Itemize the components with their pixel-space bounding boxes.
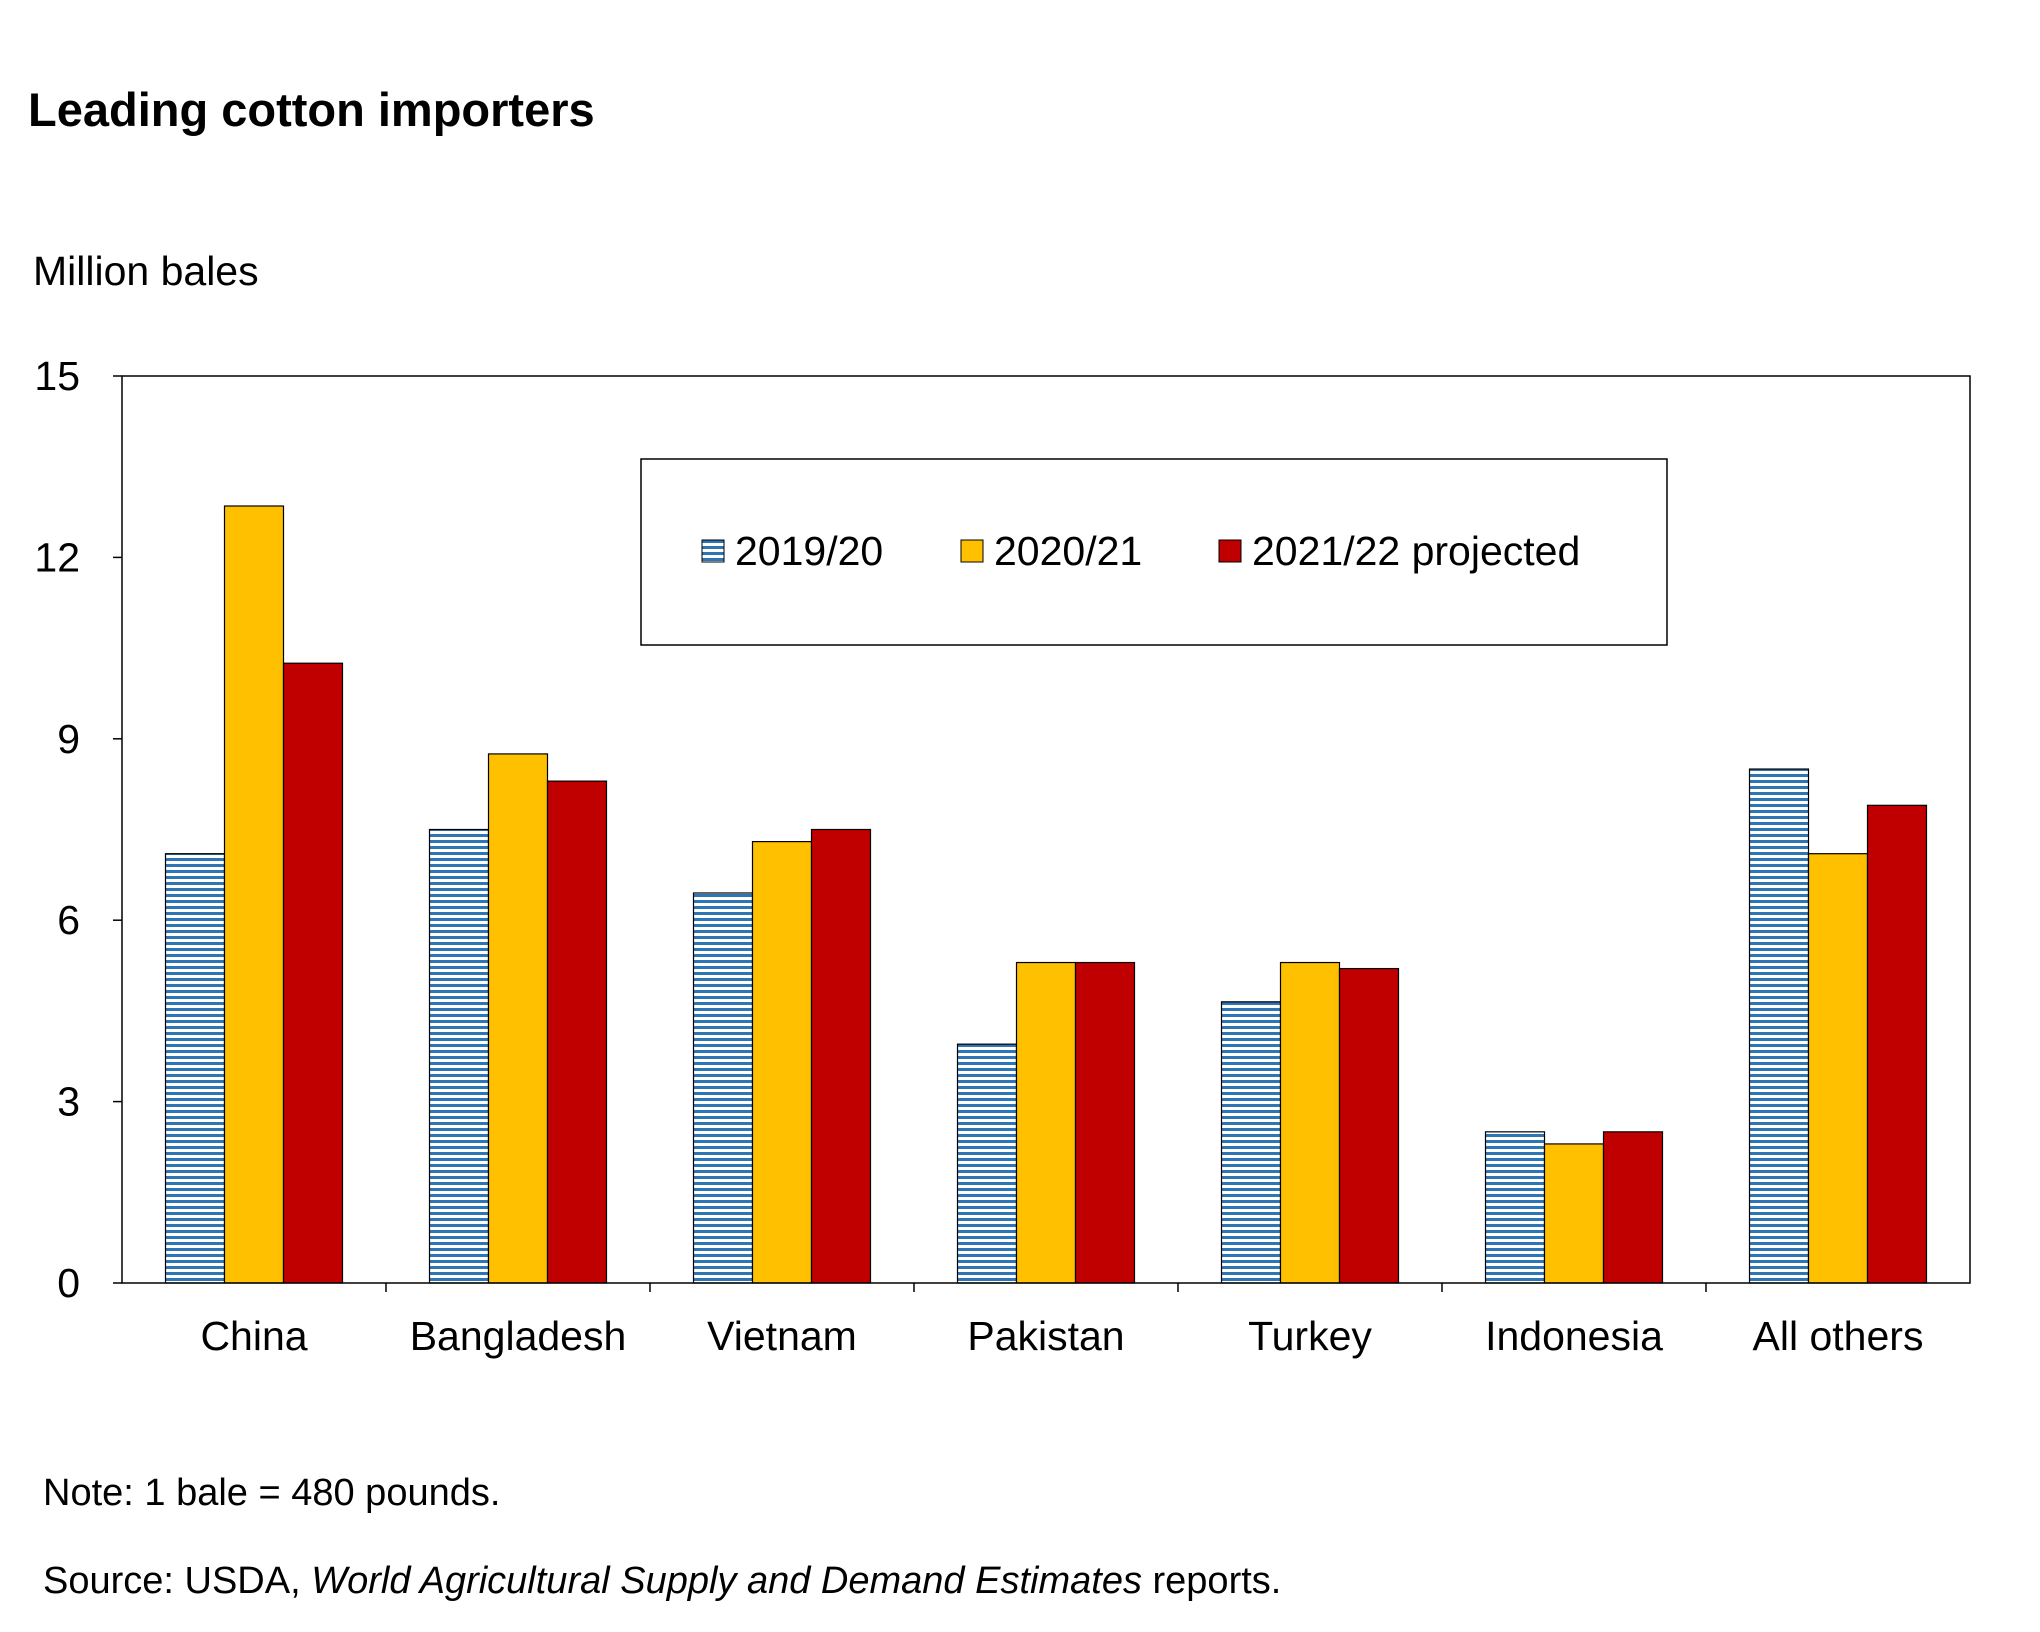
bar-pakistan-2019-20 [956, 1043, 1018, 1284]
x-tick-label: Bangladesh [410, 1313, 627, 1359]
y-tick-label: 12 [34, 534, 80, 580]
x-tick-label: Indonesia [1485, 1313, 1663, 1359]
bar-china-2020-21 [223, 505, 285, 1284]
x-tick-label: Pakistan [967, 1313, 1124, 1359]
note-text: Note: 1 bale = 480 pounds. [43, 1472, 501, 1514]
bar-bangladesh-2019-20 [428, 828, 490, 1284]
bar-indonesia-2019-20 [1484, 1131, 1546, 1284]
x-tick-label: All others [1753, 1313, 1924, 1359]
bars-layer [164, 505, 1928, 1284]
x-tick-label: Turkey [1248, 1313, 1372, 1359]
source-prefix: Source: USDA, [43, 1560, 312, 1602]
chart-title: Leading cotton importers [28, 83, 595, 136]
bar-vietnam-2020-21 [751, 840, 813, 1284]
bar-bangladesh-2020-21 [487, 753, 549, 1284]
bar-vietnam-2019-20 [692, 892, 754, 1284]
source-text: Source: USDA, World Agricultural Supply … [43, 1560, 1281, 1603]
legend-swatch [701, 539, 725, 563]
bar-pakistan-2021-22 [1074, 961, 1136, 1284]
x-tick-label: Vietnam [707, 1313, 857, 1359]
legend-swatch [1218, 539, 1242, 563]
x-tick-label: China [200, 1313, 307, 1359]
x-axis: China Bangladesh Vietnam Pakistan Turkey Indo… [200, 1283, 1923, 1359]
bar-all-others-2021-22 [1866, 804, 1928, 1284]
bar-indonesia-2020-21 [1543, 1143, 1605, 1284]
legend-label: 2020/21 [994, 528, 1142, 574]
bar-china-2021-22 [282, 662, 344, 1284]
bar-turkey-2021-22 [1338, 967, 1400, 1284]
bar-all-others-2020-21 [1807, 853, 1869, 1284]
bar-pakistan-2020-21 [1015, 961, 1077, 1284]
y-tick-label: 9 [57, 716, 80, 762]
bar-turkey-2020-21 [1279, 961, 1341, 1284]
y-tick-label: 6 [57, 897, 80, 943]
legend-box [640, 458, 1668, 646]
y-tick-label: 3 [57, 1079, 80, 1125]
bar-china-2019-20 [164, 853, 226, 1284]
plot-area-frame [121, 375, 1971, 1284]
legend-swatch [960, 539, 984, 563]
bar-indonesia-2021-22 [1602, 1131, 1664, 1284]
bar-turkey-2019-20 [1220, 1001, 1282, 1284]
legend-label: 2019/20 [735, 528, 883, 574]
y-tick-label: 15 [34, 353, 80, 399]
y-axis: 0 3 6 9 12 15 [34, 353, 122, 1306]
bar-bangladesh-2021-22 [546, 780, 608, 1284]
bar-all-others-2019-20 [1748, 768, 1810, 1284]
bar-vietnam-2021-22 [810, 828, 872, 1284]
source-suffix: reports. [1141, 1560, 1282, 1602]
y-tick-label: 0 [57, 1260, 80, 1306]
legend-label: 2021/22 projected [1252, 528, 1580, 574]
source-publication: World Agricultural Supply and Demand Est… [311, 1560, 1142, 1602]
legend: 2019/20 2020/21 2021/22 projected [640, 458, 1668, 646]
y-axis-units-label: Million bales [33, 248, 259, 294]
